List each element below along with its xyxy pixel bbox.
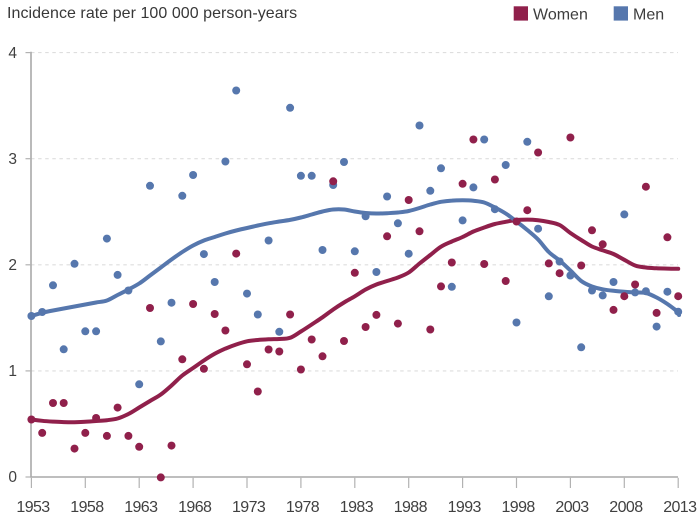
svg-text:1978: 1978: [286, 499, 320, 516]
svg-text:Men: Men: [633, 7, 664, 24]
svg-text:1973: 1973: [232, 499, 266, 516]
svg-text:2013: 2013: [663, 499, 697, 516]
svg-text:3: 3: [8, 151, 17, 168]
svg-text:1: 1: [8, 363, 17, 380]
svg-text:0: 0: [8, 469, 17, 486]
svg-text:1998: 1998: [501, 499, 535, 516]
svg-text:1968: 1968: [178, 499, 212, 516]
svg-text:2: 2: [8, 257, 17, 274]
svg-text:4: 4: [8, 45, 17, 62]
svg-text:2008: 2008: [609, 499, 643, 516]
svg-text:1988: 1988: [394, 499, 428, 516]
svg-text:1983: 1983: [340, 499, 374, 516]
svg-text:Women: Women: [533, 7, 588, 24]
svg-text:2003: 2003: [555, 499, 589, 516]
svg-text:Incidence rate per 100 000 per: Incidence rate per 100 000 person-years: [7, 5, 297, 22]
svg-text:1963: 1963: [124, 499, 158, 516]
svg-text:1993: 1993: [448, 499, 482, 516]
svg-text:1953: 1953: [16, 499, 50, 516]
svg-text:1958: 1958: [70, 499, 104, 516]
